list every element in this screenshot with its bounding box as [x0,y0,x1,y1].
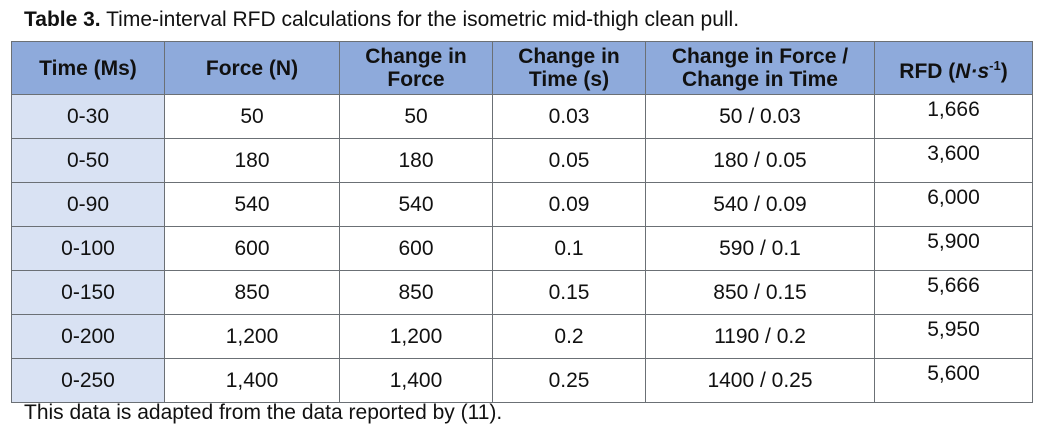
cell-force: 1,200 [164,314,340,359]
header-time: Time (Ms) [11,41,165,95]
table-row: 0-200 1,200 1,200 0.2 1190 / 0.2 5,950 [11,314,1033,359]
cell-time: 0-250 [11,358,165,403]
header-ratio: Change in Force / Change in Time [645,41,875,95]
cell-time: 0-200 [11,314,165,359]
header-change-time: Change in Time (s) [492,41,646,95]
cell-time: 0-30 [11,94,165,139]
header-change-time-line1: Change in [518,45,620,68]
header-change-time-line2: Time (s) [528,68,610,91]
cell-force: 850 [164,270,340,315]
header-rfd-prefix: RFD ( [899,59,956,83]
cell-change-force: 180 [339,138,493,183]
caption-text: Time-interval RFD calculations for the i… [106,8,740,31]
table-row: 0-30 50 50 0.03 50 / 0.03 1,666 [11,94,1033,139]
header-row: Time (Ms) Force (N) Change in Force Chan… [11,41,1033,95]
header-rfd-exponent: -1 [989,57,1001,73]
table-footnote: This data is adapted from the data repor… [24,401,503,424]
cell-change-time: 0.1 [492,226,646,271]
header-force: Force (N) [164,41,340,95]
cell-time: 0-100 [11,226,165,271]
cell-ratio: 1190 / 0.2 [645,314,875,359]
cell-ratio: 180 / 0.05 [645,138,875,183]
cell-change-time: 0.2 [492,314,646,359]
cell-force: 600 [164,226,340,271]
cell-time: 0-150 [11,270,165,315]
cell-rfd: 1,666 [874,94,1033,139]
cell-rfd: 5,666 [874,270,1033,315]
rfd-table: Time (Ms) Force (N) Change in Force Chan… [11,41,1033,403]
table-row: 0-250 1,400 1,400 0.25 1400 / 0.25 5,600 [11,358,1033,403]
table-row: 0-150 850 850 0.15 850 / 0.15 5,666 [11,270,1033,315]
cell-change-time: 0.15 [492,270,646,315]
cell-rfd: 3,600 [874,138,1033,183]
table-row: 0-100 600 600 0.1 590 / 0.1 5,900 [11,226,1033,271]
cell-change-force: 1,200 [339,314,493,359]
header-change-force-line2: Force [387,68,445,91]
header-rfd-unit: N·s [955,59,990,83]
cell-change-force: 1,400 [339,358,493,403]
cell-time: 0-90 [11,182,165,227]
cell-rfd: 5,900 [874,226,1033,271]
cell-change-time: 0.09 [492,182,646,227]
header-rfd: RFD (N·s-1) [874,41,1033,95]
table-caption: Table 3. Time-interval RFD calculations … [24,6,739,34]
cell-force: 180 [164,138,340,183]
header-ratio-line2: Change in Time [682,68,838,91]
cell-ratio: 50 / 0.03 [645,94,875,139]
header-rfd-suffix: ) [1000,59,1008,83]
caption-label: Table 3. [24,8,101,31]
table-row: 0-50 180 180 0.05 180 / 0.05 3,600 [11,138,1033,183]
cell-ratio: 850 / 0.15 [645,270,875,315]
cell-change-time: 0.25 [492,358,646,403]
cell-rfd: 6,000 [874,182,1033,227]
cell-change-force: 540 [339,182,493,227]
cell-force: 50 [164,94,340,139]
header-change-force: Change in Force [339,41,493,95]
cell-ratio: 1400 / 0.25 [645,358,875,403]
cell-change-force: 600 [339,226,493,271]
header-change-force-line1: Change in [365,45,467,68]
cell-change-time: 0.03 [492,94,646,139]
cell-rfd: 5,950 [874,314,1033,359]
cell-rfd: 5,600 [874,358,1033,403]
table-body: 0-30 50 50 0.03 50 / 0.03 1,666 0-50 180… [11,94,1033,403]
cell-time: 0-50 [11,138,165,183]
cell-force: 1,400 [164,358,340,403]
cell-ratio: 540 / 0.09 [645,182,875,227]
cell-ratio: 590 / 0.1 [645,226,875,271]
cell-change-force: 50 [339,94,493,139]
header-ratio-line1: Change in Force / [671,45,849,68]
cell-force: 540 [164,182,340,227]
cell-change-time: 0.05 [492,138,646,183]
table-row: 0-90 540 540 0.09 540 / 0.09 6,000 [11,182,1033,227]
cell-change-force: 850 [339,270,493,315]
